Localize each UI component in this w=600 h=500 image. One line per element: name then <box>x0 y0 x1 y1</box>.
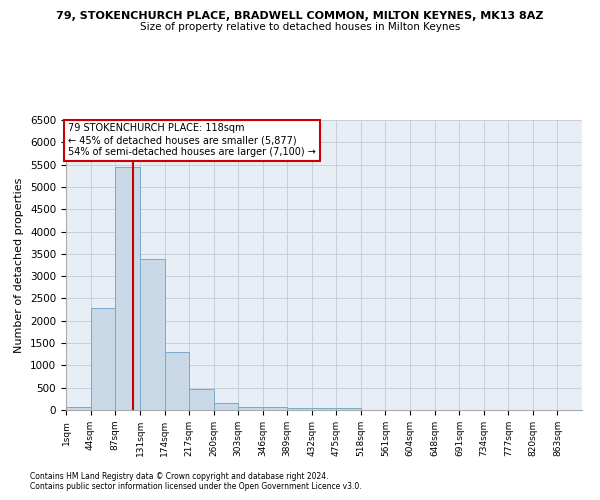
Text: 79, STOKENCHURCH PLACE, BRADWELL COMMON, MILTON KEYNES, MK13 8AZ: 79, STOKENCHURCH PLACE, BRADWELL COMMON,… <box>56 11 544 21</box>
Text: 79 STOKENCHURCH PLACE: 118sqm
← 45% of detached houses are smaller (5,877)
54% o: 79 STOKENCHURCH PLACE: 118sqm ← 45% of d… <box>68 124 316 156</box>
Bar <box>336 408 361 410</box>
Bar <box>140 259 164 410</box>
Bar <box>263 406 287 410</box>
Y-axis label: Number of detached properties: Number of detached properties <box>14 178 25 352</box>
Text: Size of property relative to detached houses in Milton Keynes: Size of property relative to detached ho… <box>140 22 460 32</box>
Bar <box>312 408 336 410</box>
Bar <box>214 403 238 410</box>
Bar <box>91 308 115 410</box>
Bar <box>189 388 214 410</box>
Bar <box>287 408 312 410</box>
Text: Contains HM Land Registry data © Crown copyright and database right 2024.: Contains HM Land Registry data © Crown c… <box>30 472 329 481</box>
Bar <box>115 167 140 410</box>
Bar <box>66 406 91 410</box>
Bar <box>238 406 263 410</box>
Text: Contains public sector information licensed under the Open Government Licence v3: Contains public sector information licen… <box>30 482 362 491</box>
Bar <box>164 352 189 410</box>
